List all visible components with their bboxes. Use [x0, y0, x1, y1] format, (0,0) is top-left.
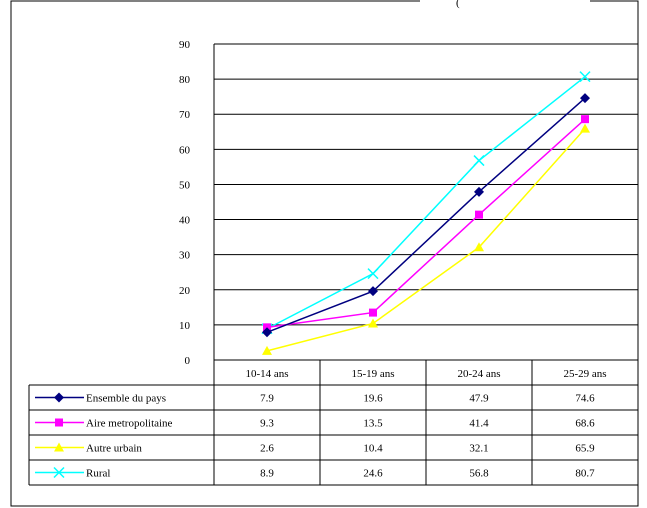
x-category-label: 25-29 ans [563, 368, 606, 380]
series-2 [262, 123, 590, 355]
table-value: 80.7 [575, 468, 595, 480]
series-line [266, 118, 586, 329]
point [579, 71, 591, 83]
point [368, 286, 378, 297]
y-tick-label: 40 [179, 215, 191, 227]
chart-frame [10, 0, 639, 507]
table-value: 8.9 [260, 468, 274, 480]
top-edge-mask [420, 0, 590, 3]
legend-key-0 [35, 392, 84, 403]
table-value: 10.4 [363, 443, 383, 455]
table-value: 9.3 [260, 418, 274, 430]
top-fragment: ( [456, 0, 460, 9]
point [369, 308, 377, 317]
legend-key-1 [35, 418, 84, 427]
point [54, 442, 64, 452]
point [54, 392, 64, 403]
point-stroke [367, 268, 379, 280]
y-tick-label: 90 [179, 39, 191, 51]
table-value: 68.6 [575, 418, 595, 430]
point [474, 242, 484, 252]
series-line [266, 76, 586, 330]
series-line [266, 128, 586, 352]
point-stroke [53, 466, 65, 479]
x-category-label: 15-19 ans [351, 368, 394, 380]
table-value: 7.9 [260, 393, 274, 405]
point [262, 327, 272, 338]
table-value: 74.6 [575, 393, 595, 405]
y-tick-label: 10 [179, 320, 191, 332]
point [581, 115, 589, 124]
point [53, 466, 65, 479]
point [473, 155, 485, 167]
series-line [266, 97, 586, 333]
table-value: 65.9 [575, 443, 595, 455]
data-table: 10-14 ans 15-19 ans 20-24 ans 25-29 ans Ense… [28, 359, 638, 486]
y-tick-label: 70 [179, 109, 191, 121]
y-tick-label: 20 [179, 285, 191, 297]
series-0 [262, 93, 590, 338]
y-tick-label: 30 [179, 250, 191, 262]
table-value: 24.6 [363, 468, 383, 480]
legend-label: Aire metropolitaine [86, 418, 173, 430]
point [262, 345, 272, 355]
y-tick-label: 80 [179, 74, 191, 86]
x-category-label: 10-14 ans [245, 368, 288, 380]
legend-label: Ensemble du pays [86, 393, 166, 405]
point [368, 318, 378, 328]
y-axis: 0 10 20 30 40 50 60 70 80 90 [179, 39, 215, 367]
point [580, 93, 590, 104]
legend-key-2 [35, 442, 84, 452]
gridlines [214, 43, 638, 326]
point-stroke [579, 71, 591, 83]
point [474, 186, 484, 197]
y-tick-label: 0 [185, 355, 191, 367]
y-tick-label: 50 [179, 179, 191, 191]
table-value: 56.8 [469, 468, 489, 480]
point [55, 418, 63, 427]
table-value: 13.5 [363, 418, 383, 430]
x-category-label: 20-24 ans [457, 368, 500, 380]
series-layer [261, 71, 591, 355]
table-value: 41.4 [469, 418, 489, 430]
legend-label: Autre urbain [86, 443, 142, 455]
table-value: 32.1 [469, 443, 488, 455]
legend-label: Rural [86, 468, 110, 480]
table-value: 19.6 [363, 393, 383, 405]
point [367, 268, 379, 280]
table-value: 2.6 [260, 443, 274, 455]
point-stroke [473, 155, 485, 167]
series-3 [261, 71, 591, 335]
y-tick-label: 60 [179, 144, 191, 156]
table-value: 47.9 [469, 393, 489, 405]
point [475, 210, 483, 219]
legend-key-3 [35, 466, 84, 479]
point [580, 123, 590, 133]
